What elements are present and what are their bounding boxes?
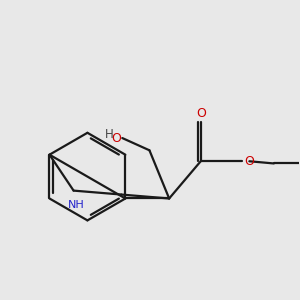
Text: H: H	[105, 128, 113, 141]
Text: O: O	[244, 155, 254, 168]
Text: NH: NH	[68, 200, 85, 210]
Text: O: O	[196, 107, 206, 120]
Text: O: O	[111, 131, 121, 145]
